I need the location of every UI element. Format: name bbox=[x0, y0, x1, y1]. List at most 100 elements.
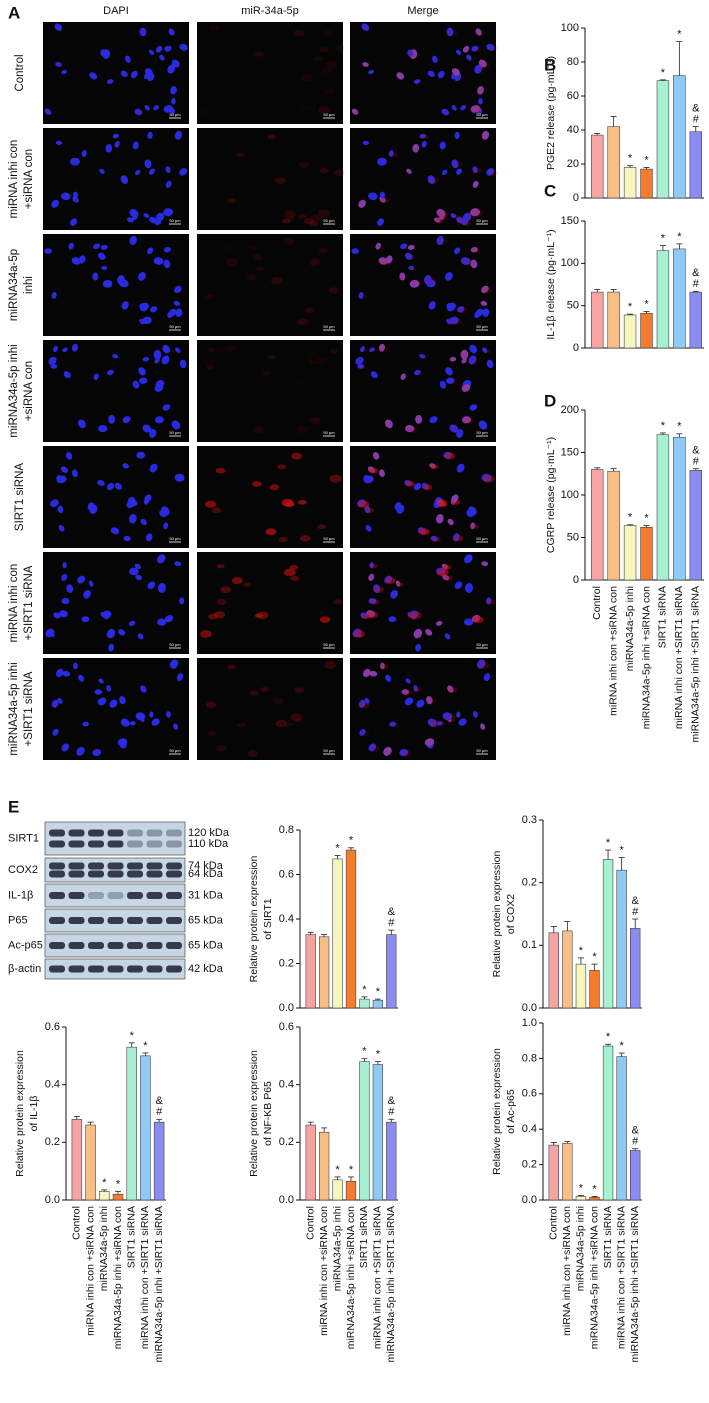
red-signal bbox=[379, 345, 389, 352]
nucleus bbox=[163, 246, 171, 253]
nucleus bbox=[98, 678, 104, 684]
red-signal bbox=[446, 29, 458, 37]
nucleus bbox=[486, 597, 492, 605]
blot-band bbox=[127, 917, 143, 924]
bar bbox=[590, 134, 604, 199]
nucleus bbox=[179, 43, 188, 51]
nucleus bbox=[151, 718, 160, 726]
scale-bar-label: 50 μm bbox=[476, 430, 488, 435]
red-signal bbox=[370, 348, 379, 353]
x-tick-label: miRNA34a-5p inhi bbox=[575, 1206, 587, 1291]
bar bbox=[623, 167, 637, 199]
bar bbox=[126, 1046, 137, 1201]
red-signal bbox=[298, 214, 307, 219]
nucleus bbox=[415, 643, 422, 652]
nucleus bbox=[93, 243, 101, 250]
nucleus bbox=[134, 169, 141, 176]
bar bbox=[589, 1197, 600, 1201]
red-signal bbox=[468, 357, 481, 365]
nucleus bbox=[358, 292, 364, 299]
red-signal bbox=[260, 687, 270, 692]
y-axis-label: of COX2 bbox=[505, 894, 517, 934]
blot-band bbox=[49, 965, 65, 973]
red-signal bbox=[427, 177, 439, 185]
red-signal bbox=[422, 484, 433, 491]
nucleus bbox=[400, 243, 408, 250]
significance-marker: # bbox=[693, 114, 700, 126]
blot-band bbox=[68, 862, 85, 870]
nucleus bbox=[470, 105, 480, 113]
blot-band bbox=[88, 892, 104, 899]
significance-marker: * bbox=[620, 1040, 625, 1052]
red-signal bbox=[319, 46, 329, 53]
red-signal bbox=[274, 177, 286, 185]
red-signal bbox=[452, 106, 461, 111]
significance-marker: * bbox=[376, 986, 381, 998]
nucleus bbox=[143, 213, 150, 218]
y-tick-label: 40 bbox=[567, 124, 579, 136]
red-signal bbox=[439, 216, 448, 221]
nucleus bbox=[370, 371, 378, 379]
red-signal bbox=[267, 355, 276, 360]
red-signal bbox=[261, 370, 271, 377]
nucleus bbox=[368, 743, 377, 752]
nucleus bbox=[461, 416, 472, 424]
nucleus bbox=[395, 580, 401, 587]
nucleus bbox=[366, 610, 376, 618]
nucleus bbox=[163, 259, 171, 269]
significance-marker: * bbox=[628, 512, 633, 524]
red-signal bbox=[384, 577, 396, 585]
significance-marker: * bbox=[335, 1164, 340, 1176]
red-signal bbox=[291, 452, 303, 460]
red-signal bbox=[357, 500, 369, 508]
nucleus bbox=[457, 306, 465, 313]
y-axis-label: CGRP release (pg·mL⁻¹) bbox=[545, 437, 557, 553]
red-signal bbox=[205, 293, 215, 299]
nucleus bbox=[55, 140, 63, 146]
red-signal bbox=[204, 500, 216, 508]
scale-bar-label: 50 μm bbox=[323, 536, 335, 541]
nucleus bbox=[136, 451, 146, 459]
nucleus bbox=[145, 533, 153, 542]
column-header: Merge bbox=[407, 5, 438, 17]
red-signal bbox=[431, 536, 441, 543]
y-tick-label: 0 bbox=[573, 192, 579, 204]
nucleus bbox=[424, 738, 435, 747]
nucleus bbox=[169, 659, 179, 669]
scale-bar-label: 50 μm bbox=[169, 642, 181, 647]
nucleus bbox=[125, 55, 131, 63]
blot-protein: COX2 bbox=[8, 864, 38, 876]
nucleus bbox=[461, 220, 469, 226]
nucleus bbox=[157, 618, 167, 626]
red-signal bbox=[226, 197, 237, 204]
red-signal bbox=[430, 464, 440, 470]
bar bbox=[673, 248, 686, 349]
nucleus bbox=[132, 141, 139, 150]
red-signal bbox=[481, 287, 493, 294]
nucleus bbox=[165, 180, 172, 188]
nucleus bbox=[81, 616, 90, 623]
red-signal bbox=[207, 347, 216, 353]
red-signal bbox=[400, 244, 411, 250]
nucleus bbox=[98, 424, 108, 433]
red-signal bbox=[407, 613, 417, 618]
nucleus bbox=[72, 196, 79, 203]
nucleus bbox=[436, 721, 443, 726]
nucleus bbox=[123, 535, 131, 542]
micrograph bbox=[197, 340, 343, 442]
blot-band bbox=[146, 870, 163, 878]
nucleus bbox=[139, 377, 148, 384]
nucleus bbox=[468, 506, 477, 516]
red-signal bbox=[313, 56, 323, 61]
nucleus bbox=[139, 318, 146, 325]
red-signal bbox=[275, 719, 288, 728]
blot-band bbox=[88, 829, 104, 837]
nucleus bbox=[92, 749, 102, 757]
nucleus bbox=[368, 69, 375, 75]
nucleus bbox=[105, 143, 113, 153]
nucleus bbox=[89, 72, 98, 80]
nucleus bbox=[451, 494, 459, 503]
red-signal bbox=[246, 274, 257, 281]
column-header: DAPI bbox=[103, 5, 129, 17]
significance-marker: * bbox=[606, 837, 611, 849]
